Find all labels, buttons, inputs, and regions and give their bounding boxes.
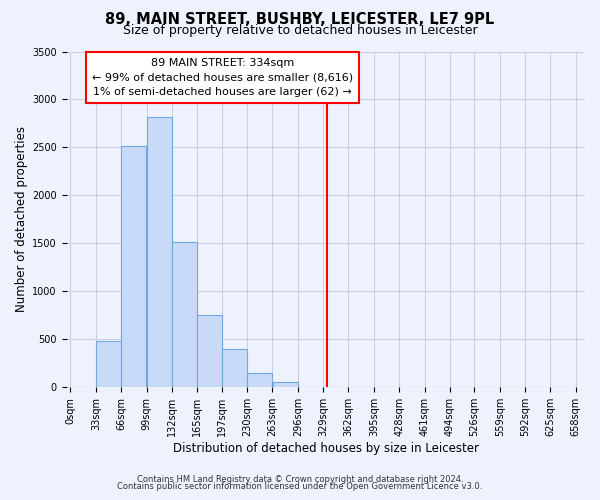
Text: Size of property relative to detached houses in Leicester: Size of property relative to detached ho… (122, 24, 478, 37)
Bar (96, 342, 121, 388)
X-axis label: Distribution of detached houses by size in Leicester: Distribution of detached houses by size … (173, 442, 479, 455)
Y-axis label: Number of detached properties: Number of detached properties (15, 126, 28, 312)
Text: 89 MAIN STREET: 334sqm
← 99% of detached houses are smaller (8,616)
1% of semi-d: 89 MAIN STREET: 334sqm ← 99% of detached… (92, 58, 353, 97)
Bar (172, 242, 197, 388)
Bar (222, 349, 247, 388)
Text: Contains public sector information licensed under the Open Government Licence v3: Contains public sector information licen… (118, 482, 482, 491)
Text: Contains HM Land Registry data © Crown copyright and database right 2024.: Contains HM Land Registry data © Crown c… (137, 474, 463, 484)
Bar (272, 382, 298, 388)
Bar (247, 374, 272, 388)
Bar (197, 316, 221, 388)
Text: 89, MAIN STREET, BUSHBY, LEICESTER, LE7 9PL: 89, MAIN STREET, BUSHBY, LEICESTER, LE7 … (106, 12, 494, 28)
Bar (146, 117, 172, 388)
Bar (121, 146, 146, 388)
